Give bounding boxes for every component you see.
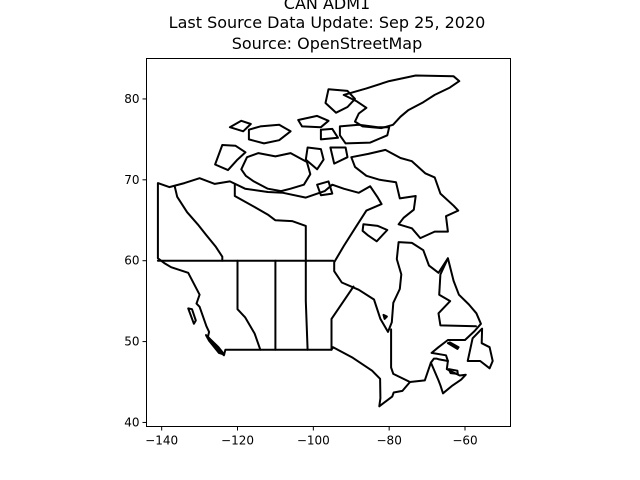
- y-tick-label: 80: [124, 92, 139, 106]
- boundary-bc-alberta-border: [236, 259, 262, 351]
- boundary-haida-gwaii: [187, 307, 197, 325]
- boundary-axel-heiberg-island: [324, 88, 356, 114]
- y-tick-label: 60: [124, 254, 139, 268]
- y-tick-label: 50: [124, 335, 139, 349]
- y-tick-label: 70: [124, 173, 139, 187]
- boundary-ellesmere-island: [342, 74, 461, 130]
- boundary-prince-patrick-island: [228, 119, 252, 133]
- boundary-banks-island: [214, 144, 247, 172]
- boundary-manitoba-ontario-border: [330, 285, 355, 351]
- boundary-belcher-akimiski-small: [382, 313, 388, 320]
- title-line-1: CAN ADM1: [284, 0, 370, 13]
- boundary-cornwallis-bathurst: [319, 127, 339, 141]
- x-tick-label: −140: [145, 434, 178, 448]
- boundary-nwt-nunavut-border: [233, 182, 307, 262]
- boundary-cape-breton-pei: [447, 368, 459, 375]
- boundary-devon-island: [338, 123, 391, 145]
- boundary-saskatchewan-manitoba-border: [304, 259, 309, 351]
- boundary-melville-island: [247, 123, 292, 145]
- boundary-prince-of-wales-island: [304, 146, 325, 171]
- boundary-newfoundland-island: [466, 327, 494, 370]
- title-line-2: Last Source Data Update: Sep 25, 2020: [169, 13, 486, 32]
- boundary-bathurst-queen-elizabeth: [297, 114, 330, 129]
- boundary-somerset-island: [329, 146, 349, 165]
- boundary-boothia-king-william: [316, 180, 334, 197]
- x-tick-label: −100: [297, 434, 330, 448]
- boundary-vancouver-island: [205, 334, 226, 356]
- y-axis-ticks: 40 50 60 70 80: [124, 92, 147, 429]
- boundary-baffin-island: [350, 148, 460, 240]
- boundary-southampton-island: [361, 223, 389, 243]
- boundary-ontario-quebec-border: [390, 328, 411, 383]
- boundary-quebec-labrador-border: [437, 257, 477, 328]
- boundary-new-brunswick-border: [429, 357, 449, 364]
- x-tick-label: −120: [221, 434, 254, 448]
- x-axis-ticks: −140 −120 −100 −80 −60: [145, 426, 478, 448]
- province-boundaries: [156, 74, 494, 408]
- title-line-3: Source: OpenStreetMap: [232, 34, 423, 53]
- y-tick-label: 40: [124, 415, 139, 429]
- boundary-yukon-nwt-border: [173, 186, 224, 262]
- boundary-victoria-island: [240, 152, 312, 193]
- boundary-anticosti-island: [446, 341, 460, 350]
- x-tick-label: −60: [452, 434, 477, 448]
- axes-frame: [146, 58, 511, 427]
- x-tick-label: −80: [377, 434, 402, 448]
